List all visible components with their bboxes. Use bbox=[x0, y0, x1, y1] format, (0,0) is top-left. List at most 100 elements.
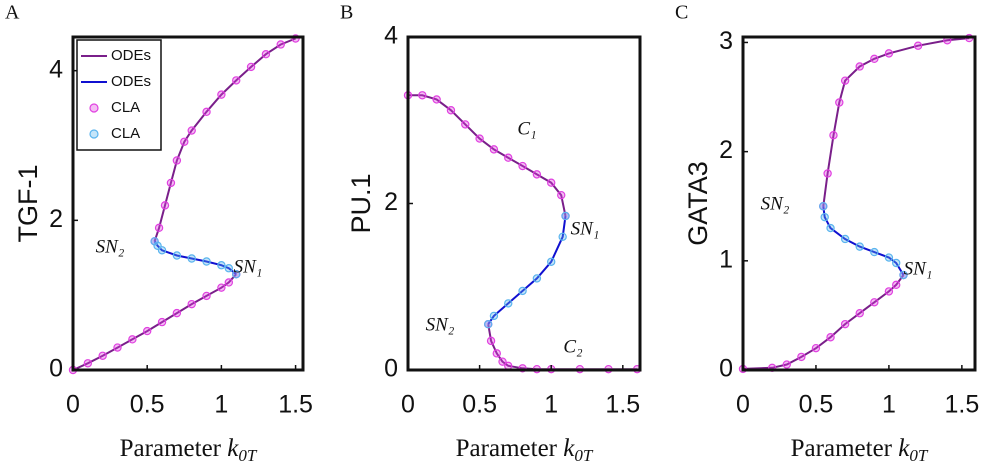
cla-marker bbox=[826, 223, 835, 233]
panel-label: A bbox=[5, 2, 20, 24]
cla-marker bbox=[172, 156, 182, 165]
cla-marker bbox=[870, 247, 879, 257]
legend-label: CLA bbox=[111, 125, 140, 142]
cla-marker bbox=[180, 137, 189, 146]
cla-marker bbox=[166, 178, 176, 188]
panel: A 0 0.5 1 1.5 0 2 4 TGF-1 Parameter k0T SN₂ SN₁ ODEs… bbox=[5, 2, 313, 465]
x-label-symbol: k bbox=[563, 435, 575, 462]
cla-marker bbox=[157, 317, 167, 327]
y-axis-label: GATA3 bbox=[683, 161, 713, 246]
y-tick-label: 4 bbox=[384, 22, 398, 50]
cla-marker bbox=[128, 335, 137, 344]
annotation: SN₁ bbox=[234, 256, 263, 277]
cla-marker bbox=[492, 349, 501, 358]
cla-marker bbox=[172, 308, 182, 318]
x-label-symbol: k bbox=[227, 435, 239, 462]
cla-marker bbox=[276, 40, 285, 49]
cla-marker bbox=[518, 286, 527, 296]
cla-marker bbox=[835, 98, 844, 107]
x-label-text: Parameter bbox=[791, 435, 899, 462]
plot-area bbox=[738, 33, 974, 374]
x-tick-label: 0.5 bbox=[799, 391, 834, 419]
y-tick-label: 4 bbox=[49, 55, 63, 83]
y-axis-label: PU.1 bbox=[346, 173, 376, 233]
cla-marker bbox=[826, 333, 835, 342]
x-tick-label: 1 bbox=[544, 391, 558, 419]
ode-line bbox=[742, 37, 970, 370]
cla-marker bbox=[899, 270, 908, 280]
cla-marker bbox=[224, 278, 234, 287]
annotation: SN₂ bbox=[426, 314, 455, 335]
x-tick-label: 1 bbox=[214, 391, 228, 419]
cla-marker bbox=[261, 50, 271, 59]
cla-marker bbox=[160, 201, 170, 210]
cla-marker bbox=[150, 237, 159, 246]
cla-marker bbox=[172, 251, 182, 260]
y-tick-label: 0 bbox=[384, 355, 398, 383]
panel: B 0 0.5 1 1.5 0 2 4 PU.1 Parameter k0T C₁ SN₁ SN₂ C₂ bbox=[340, 2, 642, 465]
cla-marker bbox=[246, 62, 256, 72]
cla-marker bbox=[547, 178, 556, 187]
cla-marker bbox=[232, 270, 241, 279]
cla-marker bbox=[892, 280, 901, 290]
x-label-subscript: 0T bbox=[574, 446, 594, 465]
x-label-text: Parameter bbox=[120, 435, 228, 462]
cla-marker bbox=[840, 234, 850, 244]
ode-line bbox=[822, 206, 905, 276]
cla-marker bbox=[504, 153, 513, 162]
x-tick-label: 1.5 bbox=[605, 391, 640, 419]
x-tick-label: 0.5 bbox=[130, 391, 165, 419]
x-axis-label: Parameter k0T bbox=[120, 435, 258, 465]
axes-frame bbox=[71, 35, 305, 372]
cla-marker bbox=[202, 107, 211, 117]
cla-marker bbox=[217, 283, 226, 292]
x-axis-label: Parameter k0T bbox=[791, 435, 929, 465]
cla-marker bbox=[202, 257, 211, 266]
cla-marker bbox=[870, 298, 879, 307]
cla-marker bbox=[823, 169, 832, 178]
legend-label: ODEs bbox=[111, 47, 151, 64]
cla-marker bbox=[913, 41, 923, 50]
x-tick-label: 0 bbox=[66, 391, 80, 419]
cla-marker bbox=[884, 287, 894, 296]
cla-marker bbox=[83, 359, 93, 368]
cla-marker bbox=[811, 343, 821, 353]
cla-marker bbox=[187, 299, 196, 309]
cla-marker bbox=[855, 62, 864, 71]
annotation: SN₁ bbox=[904, 258, 933, 279]
y-tick-label: 2 bbox=[49, 205, 63, 233]
cla-marker bbox=[820, 212, 829, 222]
plot-area bbox=[68, 34, 300, 375]
cla-marker bbox=[561, 211, 570, 221]
cla-marker bbox=[461, 120, 470, 129]
x-tick-label: 1.5 bbox=[944, 391, 979, 419]
cla-marker bbox=[446, 106, 456, 115]
cla-marker bbox=[187, 254, 196, 263]
y-tick-label: 3 bbox=[719, 27, 733, 55]
cla-marker bbox=[154, 223, 164, 233]
cla-marker bbox=[217, 261, 226, 270]
cla-marker bbox=[797, 352, 806, 362]
cla-marker bbox=[532, 274, 542, 283]
cla-marker bbox=[884, 253, 894, 262]
annotation: SN₁ bbox=[571, 218, 600, 239]
panel-label: C bbox=[675, 2, 688, 24]
legend-label: CLA bbox=[111, 99, 140, 116]
cla-marker bbox=[782, 360, 791, 369]
y-tick-label: 0 bbox=[49, 355, 63, 383]
cla-marker bbox=[829, 131, 838, 140]
cla-marker bbox=[418, 91, 427, 100]
cla-marker bbox=[475, 134, 484, 143]
cla-marker bbox=[142, 326, 152, 336]
cla-marker bbox=[855, 242, 864, 251]
cla-marker bbox=[232, 76, 241, 85]
legend-label: ODEs bbox=[111, 73, 151, 90]
ode-line bbox=[487, 215, 567, 325]
cla-marker bbox=[489, 311, 499, 321]
cla-marker bbox=[489, 145, 499, 154]
y-tick-label: 2 bbox=[719, 136, 733, 164]
cla-marker bbox=[483, 320, 493, 329]
x-axis-label: Parameter k0T bbox=[456, 435, 594, 465]
cla-marker bbox=[547, 257, 556, 266]
